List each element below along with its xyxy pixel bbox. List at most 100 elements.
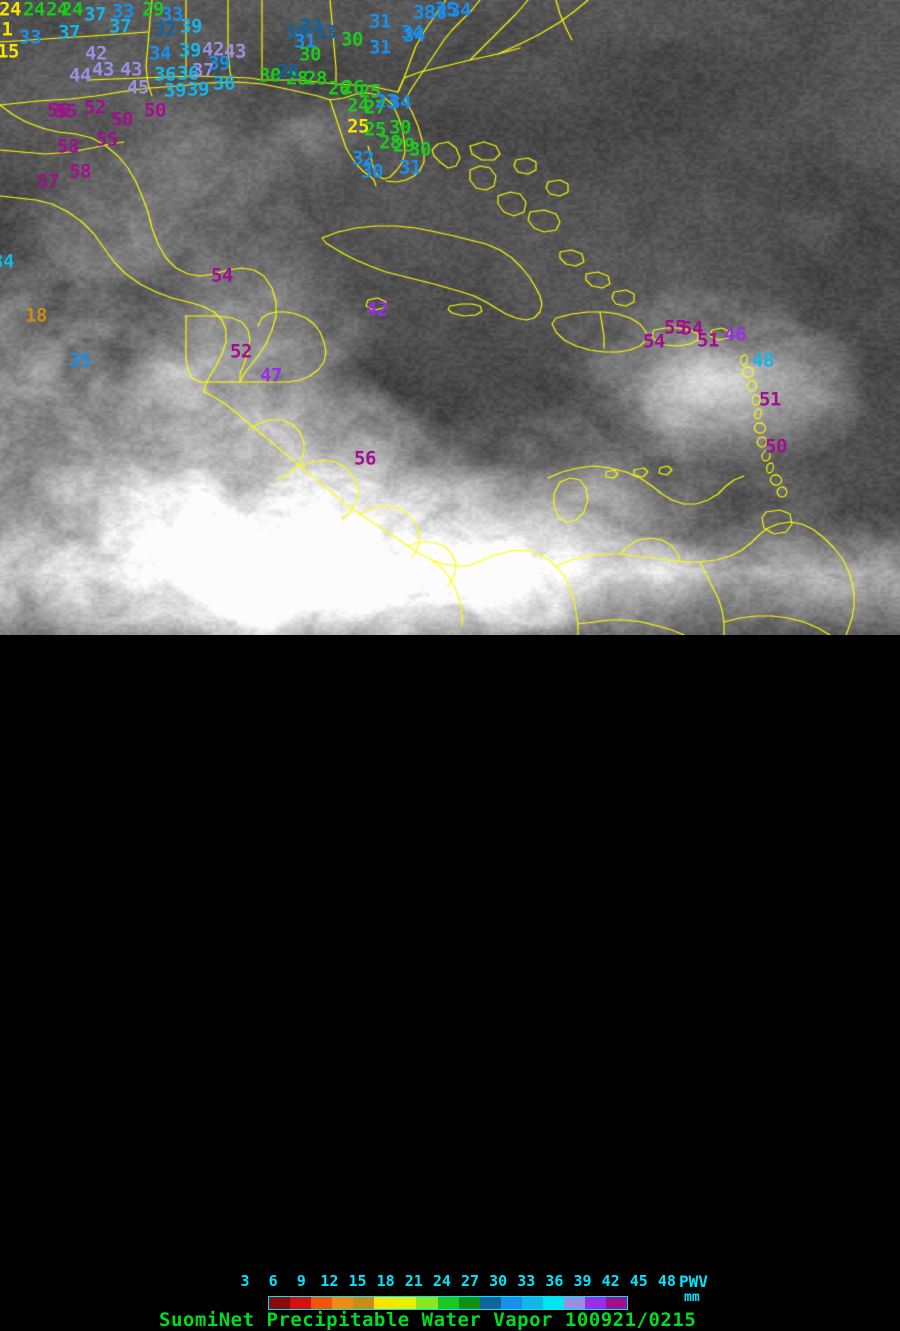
station-pwv-value[interactable]: 30 bbox=[285, 21, 307, 44]
station-pwv-value[interactable]: 38 bbox=[425, 1, 447, 24]
station-pwv-value[interactable]: 35 bbox=[69, 349, 91, 372]
station-pwv-value[interactable]: 34 bbox=[149, 42, 171, 65]
station-pwv-value[interactable]: 52 bbox=[84, 96, 106, 119]
station-pwv-value[interactable]: 25 bbox=[347, 115, 369, 138]
station-pwv-value[interactable]: 42 bbox=[202, 38, 224, 61]
colorbar-tick-27: 27 bbox=[461, 1272, 480, 1290]
station-pwv-value[interactable]: 34 bbox=[449, 0, 471, 22]
station-pwv-value[interactable]: 58 bbox=[57, 135, 79, 158]
station-pwv-value[interactable]: 29 bbox=[393, 134, 415, 157]
station-pwv-value[interactable]: 37 bbox=[192, 59, 214, 82]
station-pwv-value[interactable]: 58 bbox=[69, 160, 91, 183]
station-pwv-value[interactable]: 43 bbox=[224, 40, 246, 63]
station-pwv-value[interactable]: 54 bbox=[211, 264, 233, 287]
station-pwv-value[interactable]: 24 bbox=[61, 0, 83, 21]
station-pwv-value[interactable]: 24 bbox=[23, 0, 45, 21]
station-pwv-value[interactable]: 33 bbox=[19, 26, 41, 49]
station-pwv-value[interactable]: 55 bbox=[55, 100, 77, 123]
station-pwv-value[interactable]: 30 bbox=[361, 160, 383, 183]
station-pwv-value[interactable]: 24 bbox=[0, 0, 21, 21]
station-pwv-value[interactable]: 46 bbox=[724, 323, 746, 346]
station-pwv-value[interactable]: 47 bbox=[260, 364, 282, 387]
station-pwv-value[interactable]: 50 bbox=[144, 99, 166, 122]
station-pwv-value[interactable]: 25 bbox=[364, 118, 386, 141]
station-pwv-value[interactable]: 31 bbox=[294, 30, 316, 53]
colorbar-tick-6: 6 bbox=[268, 1272, 278, 1290]
station-pwv-value[interactable]: 45 bbox=[127, 76, 149, 99]
station-pwv-value[interactable]: 50 bbox=[765, 435, 787, 458]
station-pwv-value[interactable]: 36 bbox=[213, 72, 235, 95]
station-pwv-value[interactable]: 34 bbox=[0, 250, 14, 273]
station-pwv-value[interactable]: 33 bbox=[112, 0, 134, 23]
station-pwv-value[interactable]: 23 bbox=[375, 90, 397, 113]
station-pwv-value[interactable]: 39 bbox=[187, 78, 209, 101]
station-pwv-value[interactable]: 39 bbox=[164, 79, 186, 102]
station-pwv-value[interactable]: 31 bbox=[399, 156, 421, 179]
station-pwv-value[interactable]: 18 bbox=[25, 304, 47, 327]
station-pwv-value[interactable]: 34 bbox=[403, 24, 425, 47]
station-pwv-value[interactable]: 33 bbox=[161, 3, 183, 26]
station-pwv-value[interactable]: 30 bbox=[389, 116, 411, 139]
station-pwv-value[interactable]: 30 bbox=[341, 28, 363, 51]
station-pwv-value[interactable]: 31 bbox=[369, 36, 391, 59]
station-pwv-value[interactable]: 30 bbox=[259, 64, 281, 87]
station-pwv-value[interactable]: 56 bbox=[47, 99, 69, 122]
station-pwv-value[interactable]: 44 bbox=[69, 64, 91, 87]
station-pwv-value[interactable]: 30 bbox=[409, 138, 431, 161]
station-pwv-value[interactable]: 42 bbox=[366, 298, 388, 321]
station-pwv-value[interactable]: 51 bbox=[759, 388, 781, 411]
station-pwv-value[interactable]: 28 bbox=[379, 131, 401, 154]
station-pwv-value[interactable]: 37 bbox=[58, 21, 80, 44]
station-pwv-value[interactable]: 1 bbox=[1, 18, 13, 41]
station-pwv-value[interactable]: 26 bbox=[328, 77, 350, 100]
station-pwv-value[interactable]: 24 bbox=[46, 0, 68, 21]
station-pwv-value[interactable]: 31 bbox=[369, 10, 391, 33]
station-pwv-value[interactable]: 34 bbox=[401, 21, 423, 44]
station-pwv-value[interactable]: 55 bbox=[96, 128, 118, 151]
station-pwv-value[interactable]: 39 bbox=[180, 15, 202, 38]
station-pwv-value[interactable]: 48 bbox=[752, 349, 774, 372]
station-pwv-value[interactable]: 38 bbox=[413, 1, 435, 24]
station-pwv-value[interactable]: 54 bbox=[681, 317, 703, 340]
colorbar-segment-15 bbox=[584, 1297, 606, 1309]
colorbar-tick-30: 30 bbox=[489, 1272, 508, 1290]
pwv-units-label: mm bbox=[684, 1290, 700, 1305]
station-pwv-value[interactable]: 55 bbox=[664, 316, 686, 339]
colorbar-tick-36: 36 bbox=[545, 1272, 564, 1290]
station-pwv-value[interactable]: 39 bbox=[179, 39, 201, 62]
station-pwv-value[interactable]: 43 bbox=[92, 58, 114, 81]
station-pwv-value[interactable]: 37 bbox=[109, 15, 131, 38]
station-pwv-value[interactable]: 50 bbox=[111, 108, 133, 131]
station-pwv-value[interactable]: 15 bbox=[0, 40, 19, 63]
station-pwv-value[interactable]: 28 bbox=[305, 67, 327, 90]
station-pwv-value[interactable]: 37 bbox=[84, 3, 106, 26]
station-pwv-value[interactable]: 33 bbox=[314, 21, 336, 44]
station-pwv-value[interactable]: 32 bbox=[352, 147, 374, 170]
station-pwv-value[interactable]: 30 bbox=[299, 43, 321, 66]
station-pwv-value[interactable]: 43 bbox=[120, 58, 142, 81]
colorbar-segment-3 bbox=[332, 1297, 354, 1309]
station-pwv-value[interactable]: 29 bbox=[142, 0, 164, 21]
station-pwv-value[interactable]: 54 bbox=[643, 330, 665, 353]
station-pwv-value[interactable]: 32 bbox=[300, 15, 322, 38]
station-pwv-value[interactable]: 42 bbox=[85, 42, 107, 65]
colorbar-tick-9: 9 bbox=[296, 1272, 306, 1290]
station-pwv-value[interactable]: 36 bbox=[154, 63, 176, 86]
station-pwv-value[interactable]: 56 bbox=[354, 447, 376, 470]
station-pwv-value[interactable]: 26 bbox=[277, 60, 299, 83]
station-pwv-value[interactable]: 36 bbox=[177, 62, 199, 85]
station-pwv-value[interactable]: 52 bbox=[230, 340, 252, 363]
station-pwv-value[interactable]: 27 bbox=[364, 96, 386, 119]
station-pwv-value[interactable]: 25 bbox=[359, 80, 381, 103]
station-pwv-value[interactable]: 35 bbox=[435, 0, 457, 21]
station-pwv-value[interactable]: 39 bbox=[208, 52, 230, 75]
station-pwv-value[interactable]: 51 bbox=[697, 329, 719, 352]
station-pwv-value[interactable]: 28 bbox=[286, 67, 308, 90]
station-pwv-value[interactable]: 34 bbox=[389, 91, 411, 114]
station-pwv-value[interactable]: 32 bbox=[154, 18, 176, 41]
station-pwv-value[interactable]: 24 bbox=[347, 94, 369, 117]
colorbar-segment-11 bbox=[500, 1297, 522, 1309]
station-pwv-value[interactable]: 57 bbox=[37, 170, 59, 193]
station-pwv-value[interactable]: 26 bbox=[342, 76, 364, 99]
